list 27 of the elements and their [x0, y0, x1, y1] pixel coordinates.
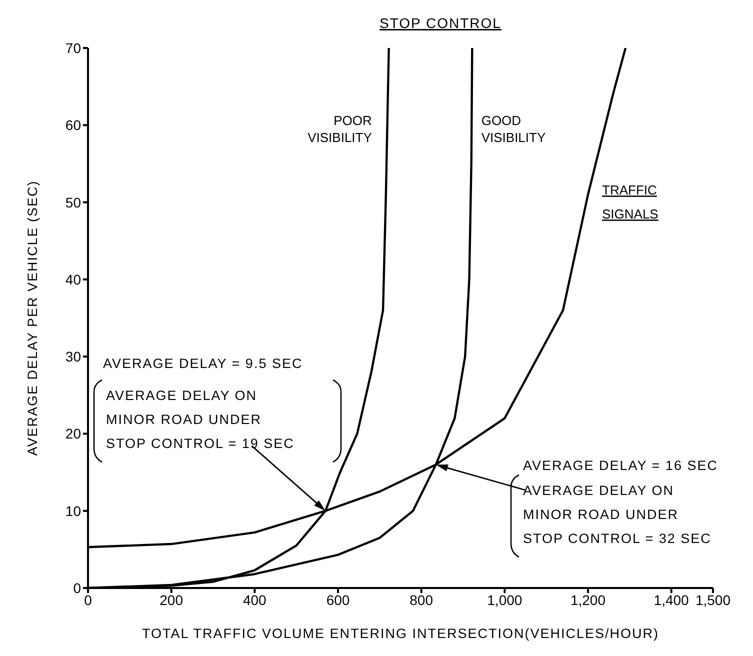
series-label: GOOD VISIBILITY — [481, 113, 546, 146]
y-tick-label: 10 — [65, 502, 82, 519]
y-axis-title: AVERAGE DELAY PER VEHICLE (SEC) — [24, 180, 40, 456]
annotation: AVERAGE DELAY ON MINOR ROAD UNDER STOP CONTROL = 19 SEC — [106, 388, 294, 451]
x-tick-label: 1,500 — [695, 592, 731, 608]
y-tick-label: 40 — [65, 271, 82, 288]
series-label: POOR VISIBILITY — [308, 113, 372, 146]
y-tick-label: 30 — [65, 348, 82, 365]
x-tick-label: 600 — [326, 592, 350, 608]
y-tick-label: 60 — [65, 117, 82, 134]
x-tick-label: 1,400 — [654, 592, 690, 608]
annotation: AVERAGE DELAY = 16 SEC — [523, 458, 718, 473]
y-tick-label: 20 — [65, 426, 82, 442]
x-tick-label: 400 — [242, 592, 267, 608]
annotation: AVERAGE DELAY ON MINOR ROAD UNDER STOP CONTROL = 32 SEC — [523, 483, 712, 546]
x-axis-title: TOTAL TRAFFIC VOLUME ENTERING INTERSECTION(VEHICLES/HOUR) — [142, 626, 660, 641]
y-tick-label: 70 — [65, 40, 82, 56]
y-tick-label: 0 — [73, 580, 82, 596]
chart-title: STOP CONTROL — [380, 15, 502, 31]
x-tick-label: 200 — [160, 592, 184, 608]
x-tick-label: 800 — [410, 592, 434, 608]
y-tick-label: 50 — [65, 194, 82, 210]
series-label: TRAFFIC SIGNALS — [602, 182, 659, 222]
x-tick-label: 1,200 — [570, 592, 606, 608]
x-tick-label: 0 — [84, 592, 92, 608]
x-tick-label: 1,000 — [487, 592, 522, 608]
annotation: AVERAGE DELAY = 9.5 SEC — [103, 356, 303, 371]
